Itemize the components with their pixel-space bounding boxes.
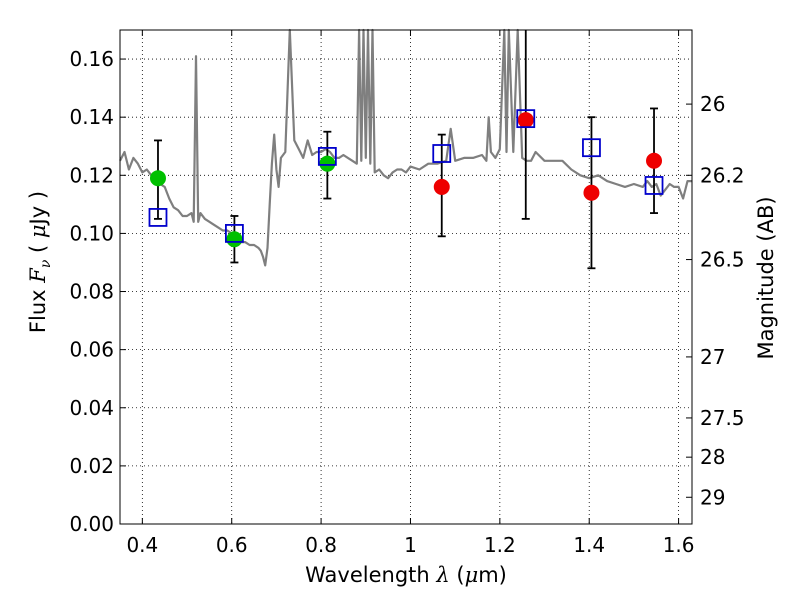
x-axis-title-unit: ( [450, 563, 465, 587]
x-tick-label: 1.2 [484, 533, 516, 557]
y-axis-title: Flux Fν ( μJy ) [26, 191, 54, 333]
y-tick-label: 0.12 [69, 163, 114, 187]
data-markers [148, 109, 664, 248]
data-point-circle [149, 170, 166, 187]
y-tick-label: 0.04 [69, 396, 114, 420]
x-tick-label: 1 [404, 533, 417, 557]
model-photometry-square [317, 147, 337, 166]
model-spectrum-line [119, 28, 692, 267]
x-axis-title-text: Wavelength [305, 563, 436, 587]
data-point-circle [646, 152, 663, 169]
model-photometry-square [224, 224, 244, 243]
y-tick-label: 0.00 [69, 512, 114, 536]
y2-tick-label: 26.5 [700, 248, 745, 272]
y-tick-label: 0.06 [69, 338, 114, 362]
y2-tick-label: 27.5 [700, 406, 745, 430]
data-point-circle [433, 178, 450, 195]
y2-axis-title: Magnitude (AB) [754, 196, 778, 359]
y-tick-label: 0.02 [69, 454, 114, 478]
y2-tick-label: 28 [700, 445, 725, 469]
y2-tick-label: 26.2 [700, 163, 745, 187]
x-axis-title-mu: μ [465, 563, 479, 587]
y-axis-title-f: F [26, 267, 50, 284]
y-axis-title-mu: μ [26, 224, 50, 238]
model-photometry-square [148, 208, 168, 227]
y-axis-title-paren: ( [26, 238, 50, 260]
x-axis-title: Wavelength λ (μm) [305, 563, 507, 587]
model-photometry-square [582, 138, 601, 158]
x-tick-label: 0.6 [216, 533, 248, 557]
model-photometry-square [516, 109, 536, 129]
x-tick-label: 1.4 [573, 533, 605, 557]
y-tick-label: 0.16 [69, 47, 114, 71]
plot-frame [119, 29, 693, 525]
data-point-circle [226, 231, 243, 248]
x-axis-title-unit-end: m) [478, 563, 507, 587]
x-axis-title-lambda: λ [435, 563, 449, 587]
y-tick-label: 0.10 [69, 221, 114, 245]
y-axis-title-nu: ν [38, 259, 54, 268]
y2-tick-label: 27 [700, 345, 725, 369]
data-point-circle [319, 155, 336, 172]
y-axis-title-unit: Jy ) [26, 191, 50, 227]
ticks: 0.4 0.6 0.8 1 1.2 1.4 1.6 0.00 0.02 0.04 0.06 0.08 0… [69, 30, 745, 557]
y-axis-title-text: Flux [26, 283, 50, 333]
x-tick-label: 0.8 [305, 533, 337, 557]
data-point-circle [517, 112, 534, 129]
y-tick-label: 0.08 [69, 280, 114, 304]
model-photometry-square [432, 144, 452, 163]
grid [120, 30, 692, 525]
y2-tick-label: 26 [700, 92, 725, 116]
y-tick-label: 0.14 [69, 105, 114, 129]
model-spectrum [119, 28, 692, 267]
model-photometry-square [644, 176, 664, 195]
data-point-circle [583, 184, 600, 201]
y2-tick-label: 29 [700, 485, 725, 509]
x-tick-label: 1.6 [663, 533, 695, 557]
x-tick-label: 0.4 [126, 533, 158, 557]
